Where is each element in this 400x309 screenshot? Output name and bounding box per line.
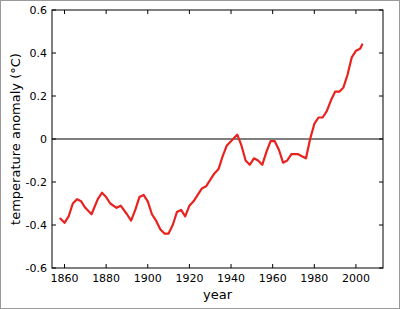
x-tick-label: 2000 [342, 272, 370, 285]
y-tick [379, 96, 383, 97]
x-tick [272, 10, 273, 14]
x-tick [314, 264, 315, 268]
y-tick-label: 0.2 [30, 90, 48, 103]
x-tick-label: 1900 [134, 272, 162, 285]
x-tick [272, 264, 273, 268]
series-line [60, 44, 362, 233]
x-tick [355, 264, 356, 268]
x-tick [231, 264, 232, 268]
y-tick-label: -0.4 [26, 219, 47, 232]
x-tick [106, 10, 107, 14]
x-tick-label: 1960 [259, 272, 287, 285]
x-tick [147, 10, 148, 14]
plot-frame [52, 10, 383, 268]
x-tick [189, 10, 190, 14]
x-tick [314, 10, 315, 14]
x-tick [147, 264, 148, 268]
reference-line [52, 139, 383, 140]
y-tick-label: 0.6 [30, 4, 48, 17]
x-tick [355, 10, 356, 14]
x-axis-label: year [203, 287, 233, 302]
y-tick [379, 225, 383, 226]
y-tick [52, 96, 56, 97]
y-tick [52, 53, 56, 54]
y-axis-label: temperature anomaly (°C) [8, 53, 23, 225]
chart: -0.6 -0.4 -0.2 0 0.2 0.4 0.6 1860 1880 1900 1920 19… [0, 0, 400, 309]
x-tick-label: 1880 [92, 272, 120, 285]
y-tick-label: -0.2 [26, 176, 47, 189]
y-tick [379, 182, 383, 183]
page-border [1, 1, 400, 309]
y-tick [379, 53, 383, 54]
x-tick [231, 10, 232, 14]
y-tick-label: -0.6 [26, 262, 47, 275]
x-tick-label: 1980 [300, 272, 328, 285]
x-tick [64, 264, 65, 268]
x-tick-label: 1920 [175, 272, 203, 285]
x-tick-label: 1940 [217, 272, 245, 285]
y-tick-label: 0.4 [30, 47, 48, 60]
x-tick [106, 264, 107, 268]
x-tick [189, 264, 190, 268]
y-tick [52, 182, 56, 183]
x-tick [64, 10, 65, 14]
y-tick-label: 0 [40, 133, 47, 146]
x-tick-label: 1860 [50, 272, 78, 285]
plot-area [52, 44, 383, 233]
y-tick [52, 225, 56, 226]
